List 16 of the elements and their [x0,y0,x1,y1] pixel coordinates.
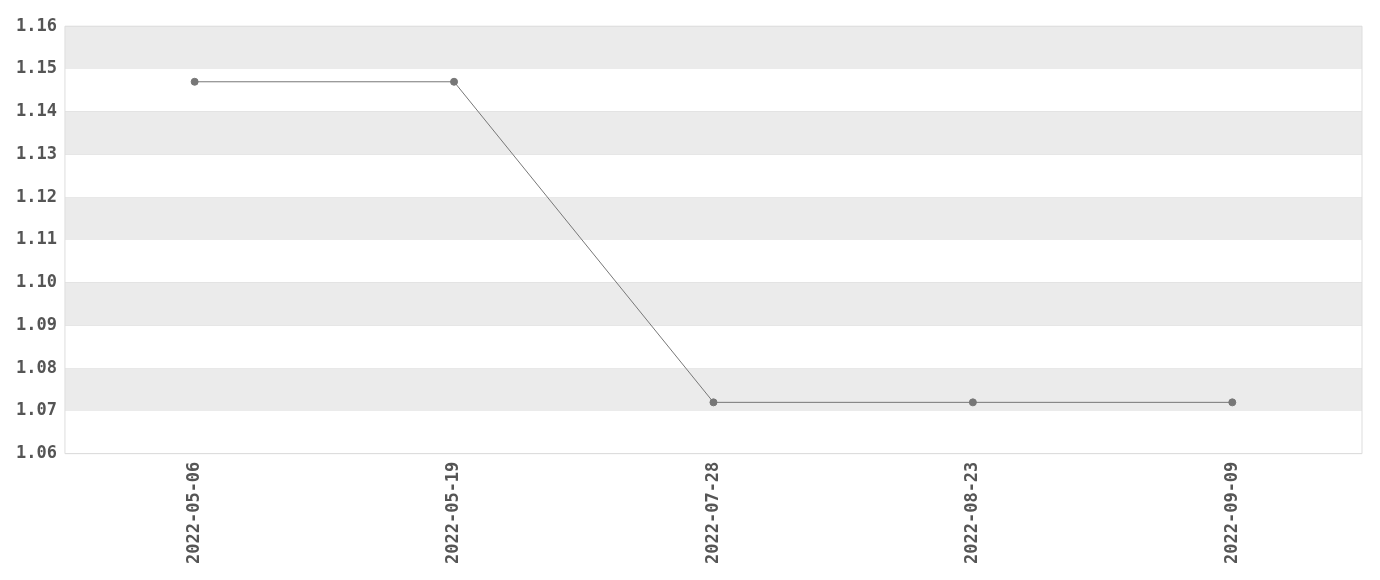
y-tick-label: 1.09 [15,313,57,334]
y-tick-label: 1.15 [15,57,57,78]
y-tick-label: 1.07 [15,399,57,420]
y-tick-label: 1.08 [15,356,57,377]
y-tick-label: 1.14 [15,100,57,121]
x-tick-label: 2022-05-19 [442,461,463,565]
y-tick-label: 1.06 [15,442,57,463]
x-tick-label: 2022-05-06 [183,461,204,565]
y-tick-label: 1.10 [15,271,57,292]
y-tick-label: 1.16 [15,14,57,35]
y-tick-label: 1.11 [15,228,57,249]
x-tick-label: 2022-09-09 [1220,461,1241,565]
y-tick-label: 1.13 [15,142,57,163]
y-tick-label: 1.12 [15,185,57,206]
x-tick-label: 2022-08-23 [961,461,982,565]
x-tick-label: 2022-07-28 [701,461,722,565]
